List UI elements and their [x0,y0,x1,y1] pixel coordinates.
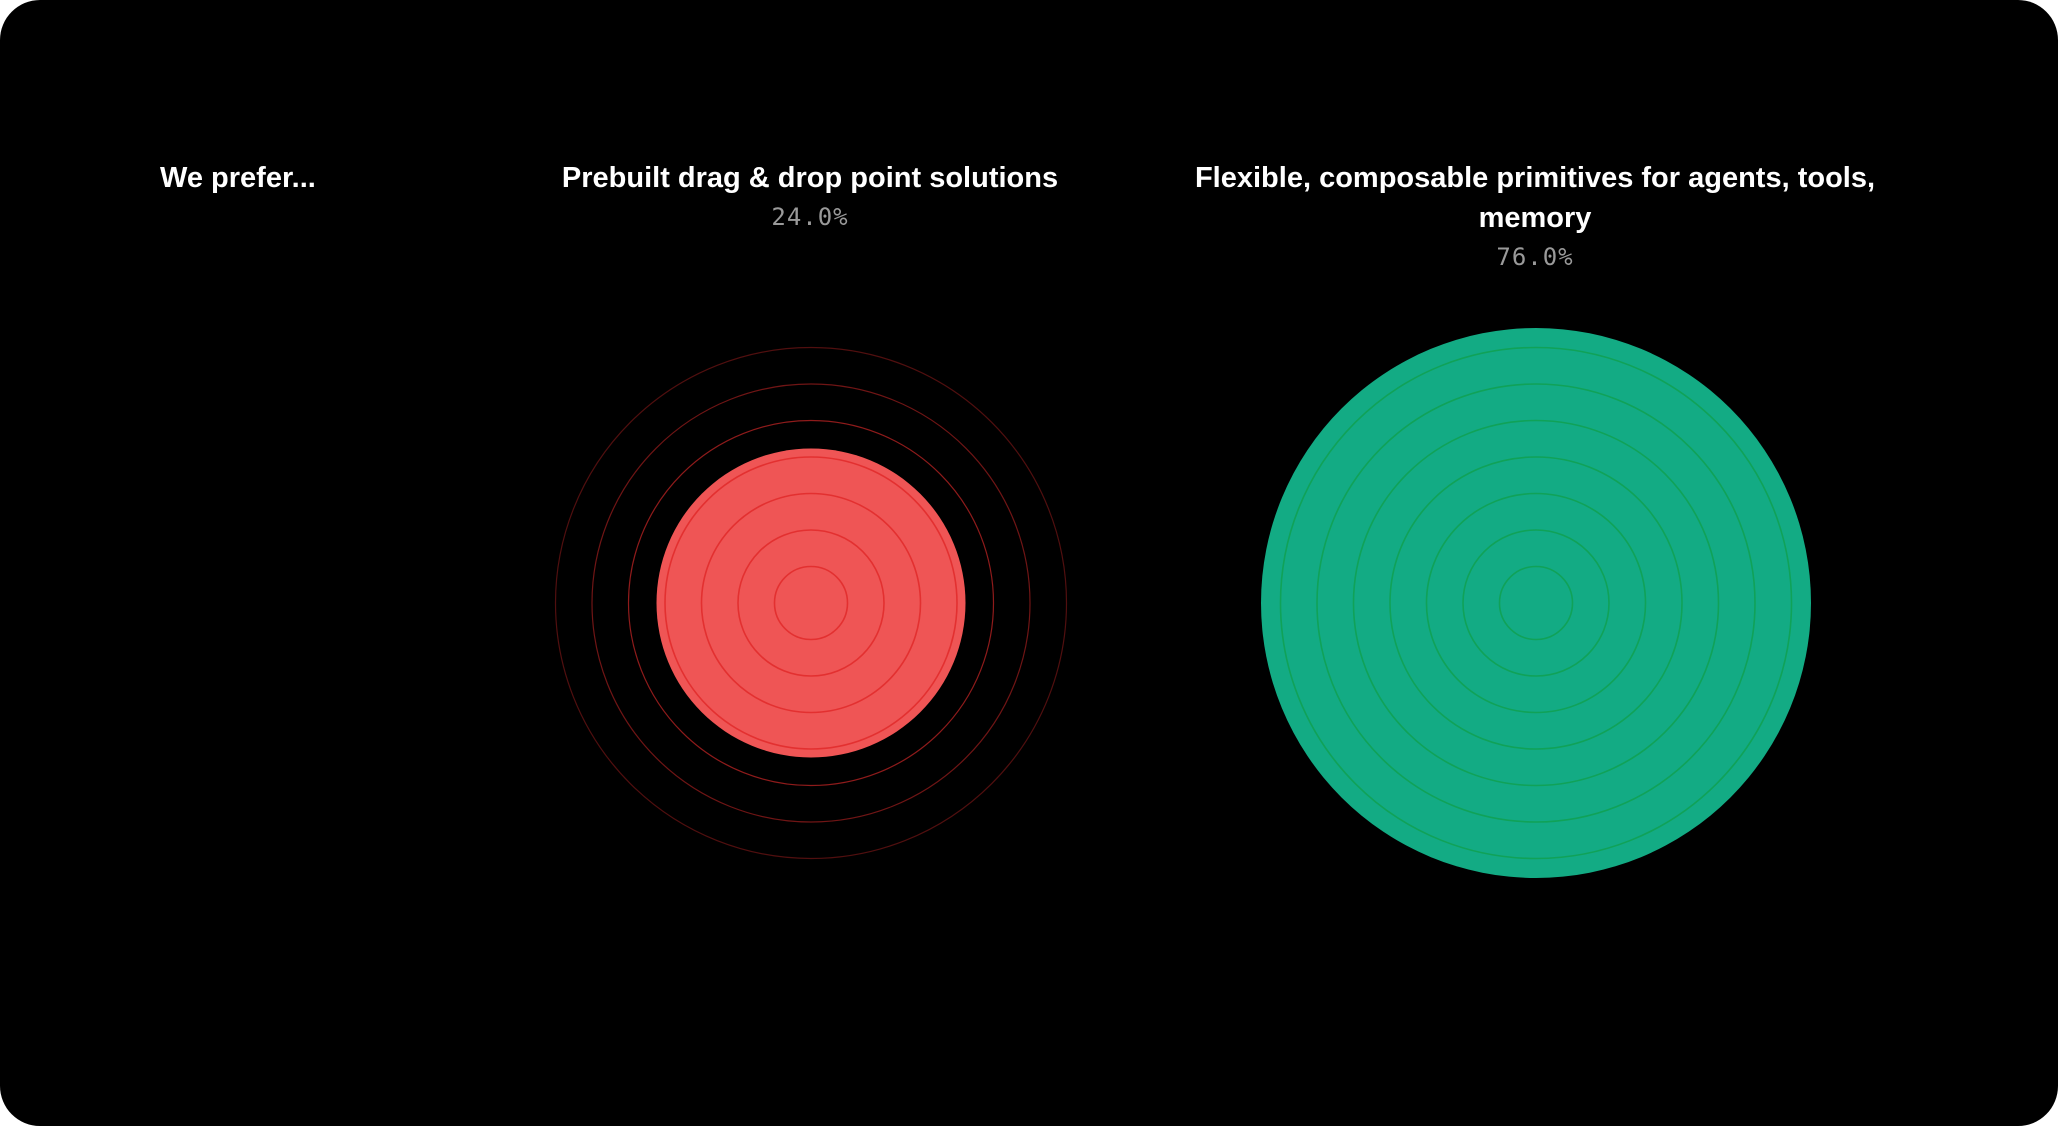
guide-ring [1352,419,1720,787]
option-header-prebuilt: Prebuilt drag & drop point solutions 24.… [530,158,1090,236]
bubble-mark [656,448,966,758]
bubble-group-0 [554,346,1068,860]
question-label: We prefer... [160,162,316,194]
guide-ring [1462,529,1610,677]
option-percentage: 24.0% [771,203,849,231]
guide-ring [664,456,958,750]
bubble-group-1 [1261,328,1811,878]
guide-ring [1425,492,1647,714]
guide-ring [1389,456,1683,750]
guide-ring [627,419,995,787]
guide-ring [554,346,1068,860]
guide-ring [773,565,849,641]
option-header-composable: Flexible, composable primitives for agen… [1180,158,1890,276]
option-label: Prebuilt drag & drop point solutions [561,162,1059,194]
guide-ring [1279,346,1793,860]
guide-ring [1316,383,1756,823]
guide-ring [1498,565,1574,641]
guide-ring [700,492,922,714]
guide-ring [591,383,1031,823]
option-label: Flexible, composable primitives for agen… [1194,162,1876,234]
bubble-mark [1261,328,1811,878]
option-percentage: 76.0% [1496,243,1574,271]
guide-ring [737,529,885,677]
